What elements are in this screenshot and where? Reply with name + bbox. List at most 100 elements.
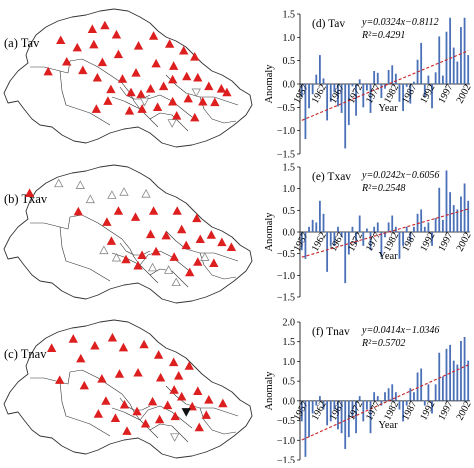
anomaly-bar bbox=[460, 340, 462, 401]
anomaly-bar bbox=[456, 209, 459, 232]
anomaly-bar bbox=[441, 75, 444, 84]
station-marker-increase bbox=[103, 96, 113, 105]
station-marker-increase bbox=[106, 84, 116, 94]
anomaly-bar bbox=[304, 400, 307, 457]
station-marker-increase bbox=[209, 258, 219, 267]
station-marker-increase bbox=[43, 66, 53, 76]
station-marker-increase bbox=[72, 42, 82, 52]
station-marker-no-significant-increase bbox=[54, 178, 64, 188]
map-panel-label: (a) Tav bbox=[4, 36, 40, 50]
country-border bbox=[119, 242, 151, 256]
station-map: (a) Tav bbox=[3, 8, 253, 148]
anomaly-bar bbox=[337, 226, 339, 232]
anomaly-bar bbox=[452, 47, 455, 84]
station-marker-increase bbox=[152, 102, 163, 111]
anomaly-bar bbox=[431, 400, 433, 414]
station-marker-increase bbox=[110, 413, 121, 422]
anomaly-bar bbox=[405, 226, 408, 232]
y-tick-label: −0.5 bbox=[277, 103, 295, 114]
anomaly-bar bbox=[355, 400, 357, 434]
station-marker-increase bbox=[92, 72, 103, 82]
station-marker-no-significant-increase bbox=[85, 194, 95, 204]
anomaly-bar bbox=[318, 396, 321, 401]
anomaly-bar bbox=[441, 376, 444, 401]
anomaly-bar bbox=[369, 84, 372, 113]
country-border bbox=[199, 407, 237, 435]
anomaly-bar bbox=[413, 392, 415, 401]
station-marker-no-significant-increase bbox=[141, 188, 151, 198]
station-marker-increase bbox=[102, 217, 112, 226]
station-marker-increase bbox=[136, 89, 146, 99]
anomaly-bar bbox=[449, 192, 452, 232]
station-marker-increase bbox=[185, 267, 195, 277]
anomaly-bar bbox=[326, 84, 329, 121]
anomaly-bar bbox=[438, 36, 441, 84]
y-tick-label: 1.0 bbox=[283, 33, 296, 44]
anomaly-bar bbox=[434, 384, 437, 401]
x-axis-label: Year bbox=[378, 251, 398, 262]
station-marker-increase bbox=[24, 188, 35, 197]
station-marker-increase bbox=[124, 106, 135, 115]
x-tick-label: 2002 bbox=[455, 231, 474, 254]
station-marker-increase bbox=[76, 353, 86, 363]
anomaly-bar bbox=[373, 70, 376, 84]
station-marker-increase bbox=[117, 74, 128, 83]
anomaly-bar bbox=[391, 65, 394, 84]
station-marker-increase bbox=[182, 71, 192, 81]
station-marker-increase bbox=[183, 93, 193, 103]
anomaly-bar bbox=[337, 84, 339, 107]
y-tick-label: 0.5 bbox=[283, 377, 296, 388]
y-tick-label: 1.5 bbox=[283, 337, 296, 348]
y-axis-label: Anomaly bbox=[264, 212, 275, 252]
anomaly-bar bbox=[308, 400, 310, 438]
anomaly-bar bbox=[376, 222, 379, 232]
station-marker-increase bbox=[168, 96, 178, 106]
anomaly-bar bbox=[438, 352, 441, 401]
y-tick-label: 0.5 bbox=[283, 206, 296, 217]
anomaly-bar bbox=[387, 388, 390, 401]
anomaly-bar bbox=[308, 226, 310, 232]
anomaly-bar bbox=[441, 219, 444, 232]
anomaly-bar bbox=[394, 392, 397, 401]
y-tick-label: −1.0 bbox=[277, 126, 295, 137]
anomaly-bar bbox=[405, 400, 408, 406]
station-marker-increase bbox=[133, 260, 143, 270]
anomaly-bar bbox=[344, 84, 347, 149]
x-tick-label: 1997 bbox=[436, 83, 455, 106]
station-marker-no-significant-increase bbox=[99, 245, 109, 255]
station-marker-increase bbox=[194, 422, 204, 432]
station-marker-increase bbox=[148, 31, 159, 40]
station-maps: (a) Tav (b) Txav (c) Tnav bbox=[3, 8, 253, 459]
station-marker-no-significant-increase bbox=[111, 252, 122, 262]
station-marker-increase bbox=[158, 81, 169, 91]
y-tick-label: −0.5 bbox=[277, 416, 295, 427]
station-marker-increase bbox=[79, 380, 89, 390]
anomaly-bar bbox=[460, 27, 462, 84]
anomaly-bar bbox=[304, 232, 307, 259]
station-marker-increase bbox=[177, 391, 187, 401]
chart-panel-label: (f) Tnav bbox=[312, 326, 350, 338]
station-marker-increase bbox=[55, 375, 65, 384]
anomaly-bar bbox=[431, 84, 433, 109]
anomaly-bar bbox=[384, 84, 386, 89]
station-marker-no-significant-increase bbox=[200, 252, 210, 261]
station-marker-increase bbox=[193, 72, 203, 82]
country-border bbox=[149, 112, 189, 132]
station-marker-increase bbox=[170, 411, 180, 421]
station-marker-increase bbox=[195, 234, 205, 244]
station-marker-increase bbox=[190, 112, 200, 122]
station-marker-increase bbox=[133, 367, 143, 377]
station-marker-increase bbox=[113, 206, 124, 215]
station-marker-increase bbox=[218, 398, 228, 408]
station-marker-increase bbox=[47, 343, 57, 352]
anomaly-bar bbox=[340, 232, 343, 238]
anomaly-bar bbox=[434, 218, 437, 232]
station-marker-increase bbox=[122, 426, 132, 435]
anomaly-bar bbox=[394, 226, 397, 232]
anomaly-bar bbox=[337, 400, 339, 430]
station-marker-no-significant-increase bbox=[75, 180, 85, 189]
anomaly-bar bbox=[413, 226, 415, 232]
country-border bbox=[30, 214, 141, 266]
station-marker-increase bbox=[114, 369, 125, 378]
